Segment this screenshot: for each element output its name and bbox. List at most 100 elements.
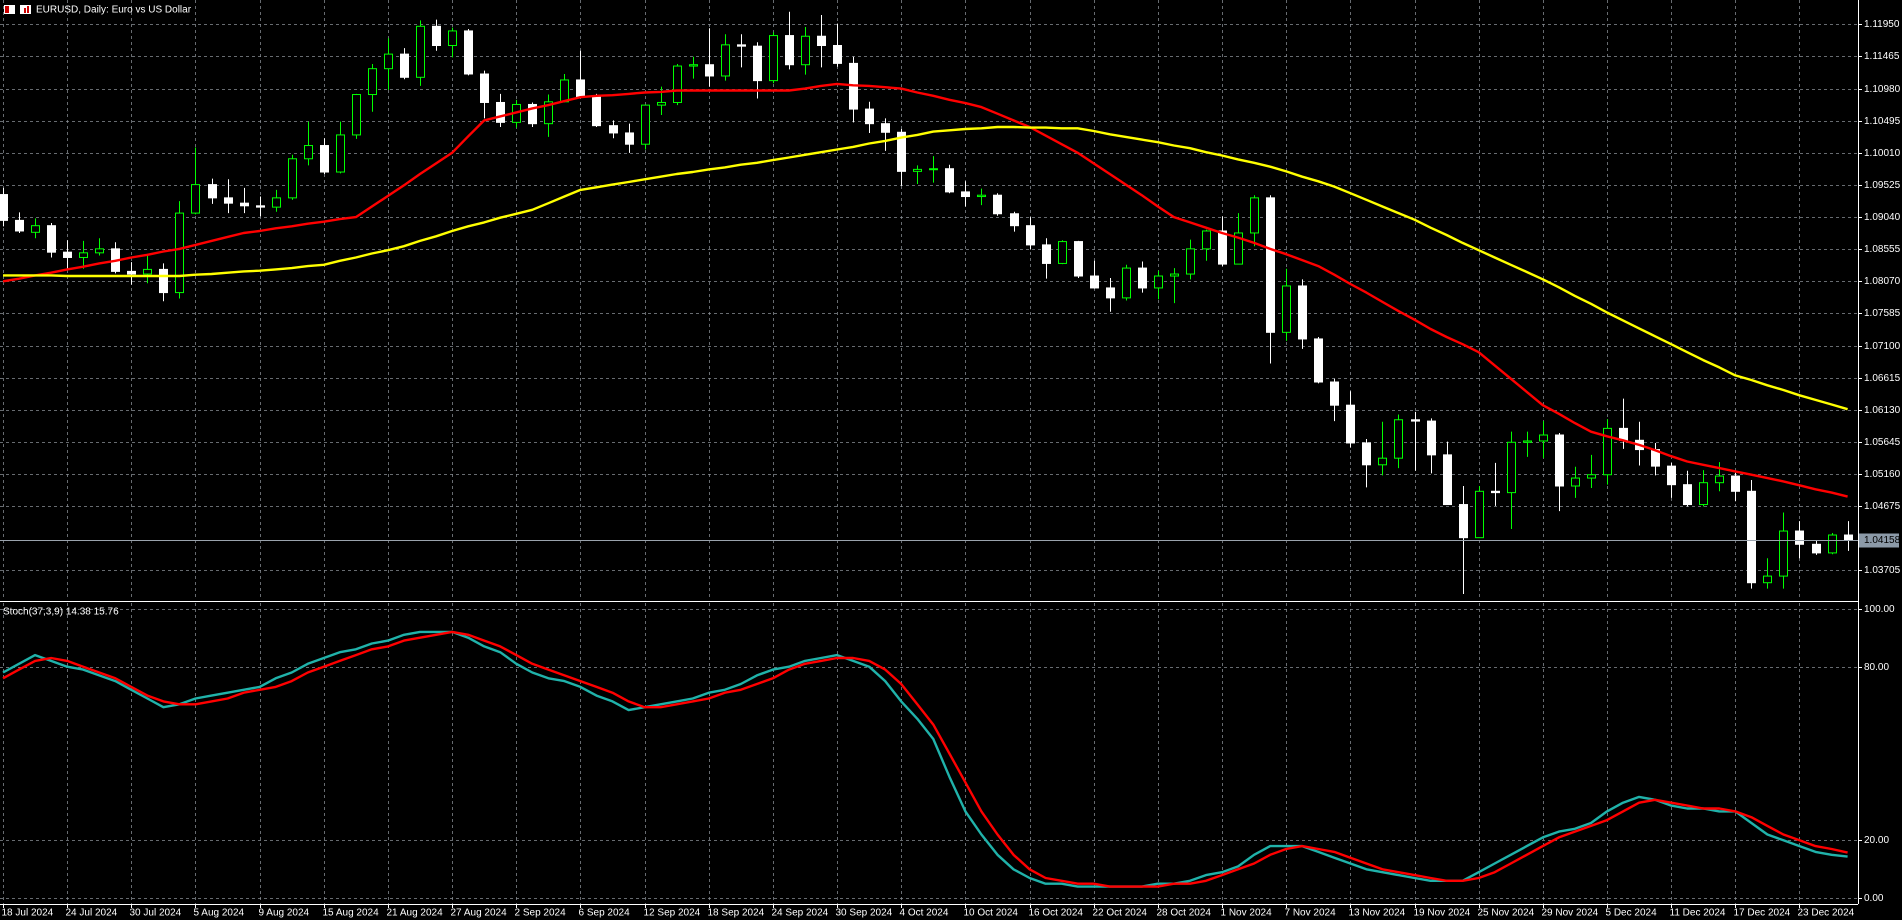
x-tick-label: 5 Aug 2024: [194, 908, 245, 919]
x-tick-label: 11 Dec 2024: [1670, 908, 1726, 919]
candle-body: [480, 73, 489, 103]
candle-body: [1459, 504, 1468, 539]
candle-body: [1234, 232, 1243, 265]
marks-layer: [0, 11, 1858, 888]
candle-body: [865, 108, 874, 125]
x-tick-label: 28 Oct 2024: [1157, 908, 1212, 919]
candle-body: [881, 123, 890, 133]
x-tick-label: 23 Dec 2024: [1798, 908, 1855, 919]
candle-body: [737, 44, 746, 47]
x-tick-label: 9 Aug 2024: [259, 908, 310, 919]
candle-body: [977, 194, 986, 198]
candle-body: [272, 197, 281, 208]
candle-body: [1154, 275, 1163, 289]
candle-body: [63, 251, 72, 258]
candle-body: [1010, 213, 1019, 227]
candle-body: [1539, 434, 1548, 442]
candle-body: [1330, 381, 1339, 406]
candle-body: [432, 25, 441, 47]
candle-body: [929, 168, 938, 171]
candle-body: [1779, 530, 1788, 577]
candle-body: [657, 101, 666, 106]
line-series: [2, 82, 1848, 498]
chart-title: EURUSD, Daily: Euro vs US Dollar: [36, 5, 192, 16]
y-tick-label: 20.00: [1864, 835, 1889, 846]
candle-body: [400, 53, 409, 78]
candle-body: [1042, 244, 1051, 264]
candle-body: [961, 191, 970, 198]
candle-body: [464, 30, 473, 75]
y-tick-label: 80.00: [1864, 662, 1889, 673]
candle-body: [817, 35, 826, 47]
candle-body: [256, 205, 265, 208]
candle-body: [1587, 474, 1596, 479]
candle-body: [384, 53, 393, 70]
candle-body: [448, 30, 457, 47]
candle-body: [560, 79, 569, 103]
candle-body: [993, 194, 1002, 215]
candle-body: [1844, 534, 1853, 541]
y-tick-label: 1.06615: [1864, 373, 1901, 384]
candle-body: [705, 64, 714, 77]
candle-body: [1523, 440, 1532, 443]
candle-body: [897, 131, 906, 172]
symbol-icon: [4, 5, 31, 14]
grid-layer: [0, 0, 1858, 904]
candle-body: [1186, 248, 1195, 275]
candle-body: [1667, 465, 1676, 486]
x-tick-label: 13 Nov 2024: [1349, 908, 1406, 919]
x-tick-label: 16 Oct 2024: [1029, 908, 1084, 919]
line-series: [2, 630, 1848, 888]
icon-part: [5, 6, 9, 13]
y-tick-label: 0.00: [1864, 893, 1884, 904]
candle-body: [721, 44, 730, 77]
candle-body: [336, 134, 345, 173]
candle-body: [1026, 225, 1035, 246]
candle-body: [833, 45, 842, 64]
x-tick-label: 29 Nov 2024: [1542, 908, 1599, 919]
x-tick-label: 24 Jul 2024: [66, 908, 118, 919]
candle-body: [1571, 477, 1580, 487]
y-tick-label: 1.06130: [1864, 405, 1901, 416]
y-tick-label: 1.05160: [1864, 469, 1901, 480]
x-tick-label: 15 Aug 2024: [323, 908, 380, 919]
candle-body: [320, 145, 329, 173]
candle-body: [592, 96, 601, 127]
candle-body: [1106, 287, 1115, 299]
y-tick-label: 1.07585: [1864, 308, 1901, 319]
x-tick-label: 2 Sep 2024: [515, 908, 567, 919]
candle-body: [576, 79, 585, 98]
candle-body: [1812, 543, 1821, 554]
candle-body: [1427, 420, 1436, 456]
candle-body: [1202, 230, 1211, 250]
candle-body: [753, 45, 762, 82]
last-price-label: 1.04158: [1864, 535, 1901, 546]
candle-body: [47, 225, 56, 253]
candle-body: [496, 101, 505, 123]
candle-body: [127, 270, 136, 275]
y-tick-label: 1.05645: [1864, 437, 1901, 448]
candle-body: [544, 101, 553, 125]
x-tick-label: 19 Nov 2024: [1414, 908, 1471, 919]
candle-body: [945, 168, 954, 193]
x-tick-label: 12 Sep 2024: [644, 908, 701, 919]
x-tick-label: 30 Jul 2024: [130, 908, 182, 919]
x-tick-label: 17 Dec 2024: [1734, 908, 1791, 919]
candle-body: [1715, 475, 1724, 484]
candle-body: [1138, 267, 1147, 289]
candle-body: [1314, 338, 1323, 383]
candle-body: [689, 64, 698, 67]
candle-body: [1491, 490, 1500, 494]
candle-body: [143, 268, 152, 275]
candle-body: [1699, 482, 1708, 506]
icon-part: [24, 8, 26, 13]
x-tick-label: 6 Sep 2024: [579, 908, 631, 919]
y-tick-label: 1.11950: [1864, 19, 1900, 30]
candle-body: [1828, 534, 1837, 554]
line-series: [3, 125, 1848, 411]
icon-frame: [4, 5, 15, 14]
candle-body: [15, 219, 24, 232]
candle-body: [1298, 285, 1307, 340]
candle-body: [1090, 275, 1099, 289]
x-tick-label: 21 Aug 2024: [387, 908, 444, 919]
